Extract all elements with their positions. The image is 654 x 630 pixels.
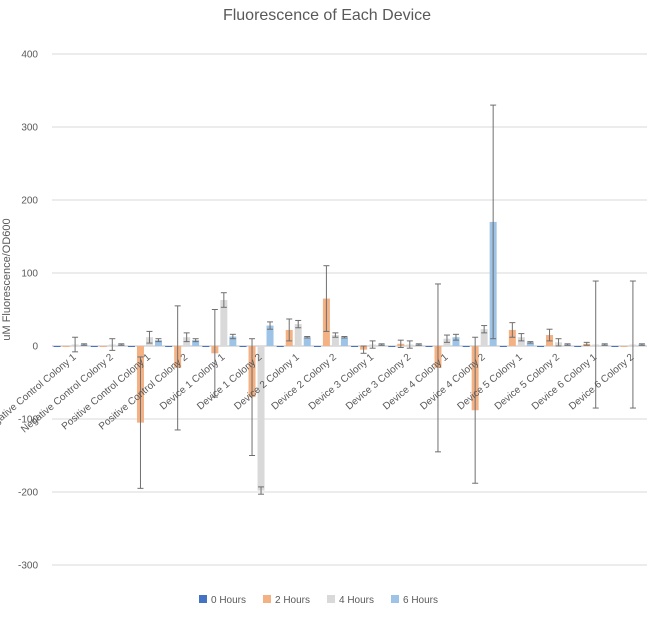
legend-item[interactable]: 2 Hours — [263, 595, 310, 606]
bar — [99, 346, 107, 347]
bar — [462, 346, 470, 347]
bar — [620, 346, 628, 347]
bar — [202, 346, 210, 347]
bar — [266, 325, 274, 346]
category-label: Device 3 Colony 1 — [307, 352, 377, 413]
bar — [90, 346, 98, 347]
bar — [154, 340, 162, 346]
legend-label: 0 Hours — [211, 595, 246, 606]
bar — [127, 346, 135, 347]
category-label: Device 2 Colony 2 — [270, 352, 340, 413]
y-tick-label: -100 — [18, 415, 38, 426]
bar — [537, 346, 545, 347]
legend-item[interactable]: 4 Hours — [327, 595, 374, 606]
category-label: Device 2 Colony 1 — [232, 352, 302, 413]
bar — [574, 346, 582, 347]
bar — [425, 346, 433, 347]
y-tick-label: 300 — [21, 123, 38, 134]
bar — [165, 346, 173, 347]
y-tick-label: 0 — [32, 342, 38, 353]
bar — [62, 346, 70, 347]
legend-swatch — [263, 595, 271, 603]
legend-swatch — [199, 595, 207, 603]
bar — [480, 329, 488, 346]
y-tick-label: 100 — [21, 269, 38, 280]
bar — [220, 300, 228, 346]
bar — [388, 346, 396, 347]
legend-swatch — [391, 595, 399, 603]
legend-label: 4 Hours — [339, 595, 374, 606]
legend-label: 6 Hours — [403, 595, 438, 606]
bar — [53, 346, 61, 347]
bar — [229, 336, 237, 346]
bar — [192, 340, 200, 346]
y-axis-label: uM Fluorescence/OD600 — [1, 218, 13, 340]
category-label: Device 5 Colony 1 — [456, 352, 526, 413]
bar — [517, 337, 525, 346]
y-tick-label: 400 — [21, 50, 38, 61]
bar — [239, 346, 247, 347]
legend-item[interactable]: 6 Hours — [391, 595, 438, 606]
category-label: Device 4 Colony 1 — [381, 352, 451, 413]
bar — [452, 337, 460, 346]
bar — [276, 346, 284, 347]
legend-item[interactable]: 0 Hours — [199, 595, 246, 606]
category-label: Device 1 Colony 1 — [158, 352, 228, 413]
bar — [351, 346, 359, 347]
legend-swatch — [327, 595, 335, 603]
bar — [257, 346, 265, 491]
bar — [303, 337, 311, 346]
category-label: Device 5 Colony 2 — [493, 352, 563, 413]
y-tick-label: -300 — [18, 561, 38, 572]
chart-title: Fluorescence of Each Device — [223, 7, 431, 24]
bar — [499, 346, 507, 347]
y-tick-label: -200 — [18, 488, 38, 499]
y-tick-labels: -300 -200 -100 0 100 200 300 400 — [18, 50, 38, 572]
bar — [611, 346, 619, 347]
bar — [526, 342, 534, 346]
category-label: Device 3 Colony 2 — [344, 352, 414, 413]
bar — [294, 324, 302, 346]
legend[interactable]: 0 Hours 2 Hours 4 Hours 6 Hours — [199, 595, 438, 606]
error-bars — [72, 104, 645, 495]
category-label: Device 6 Colony 2 — [567, 352, 637, 413]
legend-label: 2 Hours — [275, 595, 310, 606]
bar — [313, 346, 321, 347]
bar — [340, 337, 348, 346]
y-tick-label: 200 — [21, 196, 38, 207]
bar — [331, 335, 339, 346]
bar — [508, 329, 516, 346]
category-label: Device 6 Colony 1 — [530, 352, 600, 413]
